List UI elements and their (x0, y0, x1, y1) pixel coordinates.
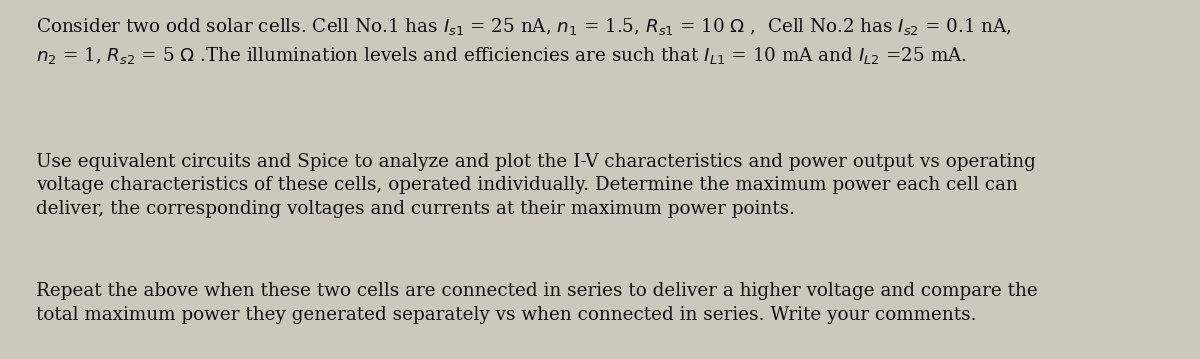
Text: Consider two odd solar cells. Cell No.1 has $\mathit{I}_{s1}$ = 25 nA, $\mathit{: Consider two odd solar cells. Cell No.1 … (36, 16, 1012, 66)
Text: Repeat the above when these two cells are connected in series to deliver a highe: Repeat the above when these two cells ar… (36, 282, 1038, 324)
Text: Use equivalent circuits and Spice to analyze and plot the I-V characteristics an: Use equivalent circuits and Spice to ana… (36, 153, 1036, 218)
